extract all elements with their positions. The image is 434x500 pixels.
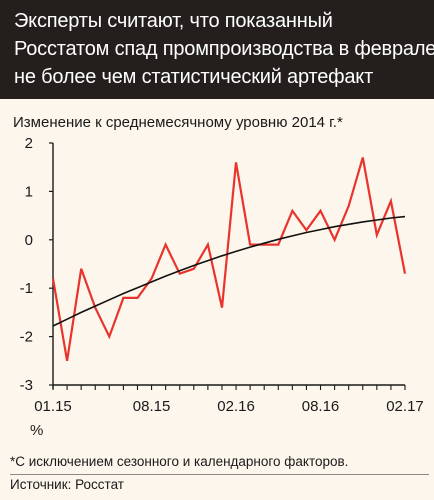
title-line-1: Эксперты считают, что показанный xyxy=(14,10,333,32)
axes xyxy=(49,142,406,390)
x-tick-label: 08.16 xyxy=(302,398,340,415)
footer-divider xyxy=(10,474,429,475)
series-production-change-line xyxy=(51,157,407,361)
y-tick-label: 2 xyxy=(25,135,33,152)
y-tick-labels: 2 1 0 -1 -2 -3 xyxy=(20,135,33,394)
footnote: *С исключением сезонного и календарного … xyxy=(10,454,349,469)
title-header: Эксперты считают, что показанный Росстат… xyxy=(0,0,434,99)
title-line-2: Росстатом спад промпроизводства в феврал… xyxy=(14,38,434,60)
chart-subtitle: Изменение к среднемесячному уровню 2014 … xyxy=(13,114,343,131)
series-trend-line xyxy=(52,215,406,327)
y-tick-label: -3 xyxy=(20,377,33,394)
chart-title: Эксперты считают, что показанный Росстат… xyxy=(14,7,434,91)
title-line-3: не более чем статистический артефакт xyxy=(14,66,374,88)
x-tick-labels: 01.15 08.15 02.16 08.16 02.17 xyxy=(34,398,424,415)
source-note: Источник: Росстат xyxy=(10,477,124,492)
y-axis-unit-label: % xyxy=(30,422,43,439)
y-tick-label: 0 xyxy=(25,232,33,249)
x-tick-label: 02.17 xyxy=(386,398,424,415)
x-tick-label: 02.16 xyxy=(217,398,255,415)
y-tick-label: -2 xyxy=(20,329,33,346)
y-tick-label: -1 xyxy=(20,280,33,297)
series-lines xyxy=(51,157,407,361)
x-tick-label: 08.15 xyxy=(133,398,171,415)
x-tick-label: 01.15 xyxy=(34,398,72,415)
y-tick-label: 1 xyxy=(25,183,33,200)
